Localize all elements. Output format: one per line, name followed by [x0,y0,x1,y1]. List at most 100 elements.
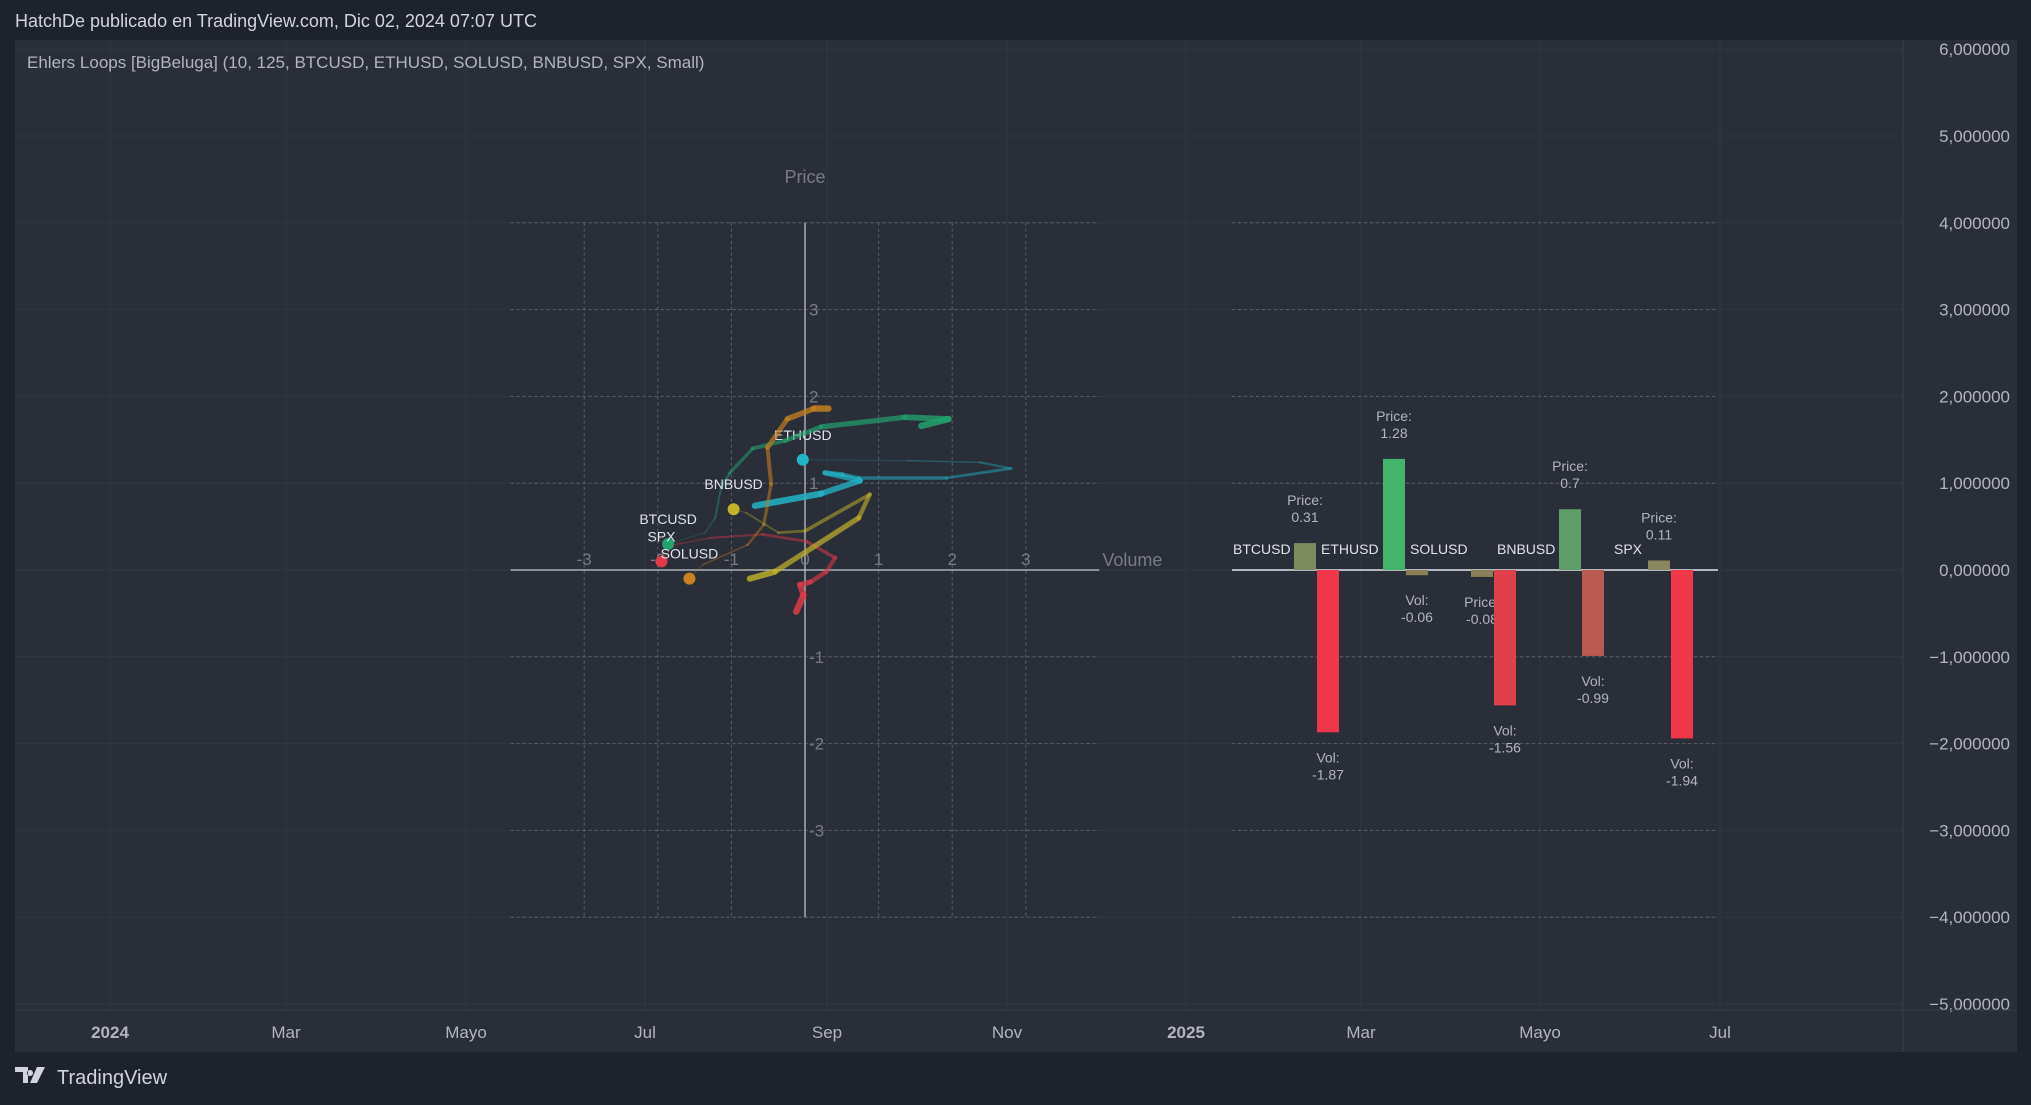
time-axis-label: Mar [1346,1023,1376,1042]
loop-segment-ethusd [802,459,908,462]
loop-segment-btcusd [719,471,732,489]
loop-x-tick: 2 [947,550,956,569]
loop-segment-ethusd [818,477,864,497]
time-axis-label: Jul [1709,1023,1731,1042]
bar-category-label: BTCUSD [1233,541,1291,557]
chart-panel[interactable]: 6,000000 5,000000 4,000000 3,000000 2,000000… [15,40,2017,1052]
loop-y-tick: 1 [809,474,818,493]
chart-canvas[interactable]: 6,000000 5,000000 4,000000 3,000000 2,000000… [15,40,2017,1052]
tradingview-logo-icon[interactable] [15,1066,49,1090]
bar-price-spx[interactable] [1648,560,1670,570]
loop-segment-spx [792,591,807,615]
loop-y-tick: -1 [809,648,824,667]
loop-y-tick: -2 [809,735,824,754]
time-axis-label: Mar [271,1023,301,1042]
publication-info: HatchDe publicado en TradingView.com, Di… [15,11,537,31]
loop-segment-ethusd [906,459,981,464]
loop-segment-btcusd [704,517,717,534]
loop-x-tick: 3 [1021,550,1030,569]
loop-label: BTCUSD [639,511,697,527]
loop-segment-bnbusd [777,529,807,535]
bar-value-caption: Price: [1464,594,1500,610]
loop-label: BNBUSD [704,476,762,492]
loop-segment-btcusd [667,532,706,545]
price-axis-label: 6,000000 [1939,40,2010,59]
loop-y-tick: 2 [809,387,818,406]
indicator-title: Ehlers Loops [BigBeluga] (10, 125, BTCUS… [27,53,704,72]
price-axis-label: −1,000000 [1929,648,2010,667]
loop-head-btcusd[interactable] [662,537,675,550]
loop-segment-solusd [762,482,773,527]
loop-segment-bnbusd [772,515,862,575]
price-axis-label: −2,000000 [1929,735,2010,754]
bar-value-label: 0.31 [1291,509,1318,525]
loop-segment-spx [824,555,838,574]
price-axis-label: 0,000000 [1939,561,2010,580]
bar-value-label: 0.11 [1646,526,1672,542]
bar-vol-spx[interactable] [1671,570,1693,739]
loop-segment-btcusd [714,486,723,520]
bar-vol-solusd[interactable] [1494,570,1516,706]
loop-y-axis-label: Price [784,167,825,187]
bar-vol-bnbusd[interactable] [1582,570,1604,656]
loop-segment-btcusd [818,414,908,430]
bar-price-bnbusd[interactable] [1559,509,1581,570]
bar-value-caption: Price: [1641,509,1677,525]
footer-brand[interactable]: TradingView [57,1066,168,1089]
loop-segment-spx [708,533,764,539]
loop-segment-solusd [765,416,790,451]
bar-category-label: SOLUSD [1410,541,1468,557]
bar-vol-ethusd[interactable] [1406,570,1428,576]
bar-value-caption: Price: [1376,408,1412,424]
loop-segment-btcusd [902,414,952,422]
loop-x-tick: -3 [577,550,592,569]
loop-segment-spx [804,539,837,560]
bar-value-label: -1.94 [1666,772,1698,788]
loop-segment-ethusd [979,461,1013,470]
loop-segment-btcusd [782,424,824,443]
bar-value-caption: Price: [1287,492,1323,508]
footer: TradingView [15,1066,167,1090]
loop-y-tick: -3 [809,821,824,840]
bar-category-label: SPX [1614,541,1643,557]
bar-value-label: 1.28 [1380,425,1407,441]
loop-segment-bnbusd [746,568,778,582]
loop-head-ethusd[interactable] [796,453,809,466]
price-axis-label: −4,000000 [1929,908,2010,927]
bar-value-label: 0.7 [1560,475,1580,491]
bar-value-label: -0.08 [1466,611,1498,627]
time-axis-label: 2025 [1167,1023,1205,1042]
bar-value-label: -1.56 [1489,739,1521,755]
bar-value-caption: Vol: [1316,749,1339,765]
price-axis-label: 1,000000 [1939,474,2010,493]
bar-vol-btcusd[interactable] [1317,570,1339,733]
bar-value-caption: Vol: [1493,722,1516,738]
loop-label: SPX [647,528,676,544]
loop-x-tick: 1 [874,550,883,569]
time-axis-label: Mayo [1519,1023,1561,1042]
bar-value-caption: Vol: [1670,755,1693,771]
loop-segment-btcusd [728,446,755,475]
loop-x-tick: -1 [724,550,739,569]
loop-segment-spx [760,533,808,543]
loop-segment-solusd [746,523,766,547]
bar-value-label: -1.87 [1312,766,1344,782]
loop-segment-solusd [765,445,774,487]
time-axis-label: Jul [634,1023,656,1042]
bar-price-solusd[interactable] [1471,570,1493,577]
loop-x-tick: 0 [800,550,809,569]
loop-head-solusd[interactable] [683,572,696,585]
bar-value-caption: Price: [1552,458,1588,474]
price-axis-label: −5,000000 [1929,995,2010,1014]
loop-segment-spx [673,537,711,546]
loop-head-spx[interactable] [655,555,668,568]
loop-head-bnbusd[interactable] [727,503,740,516]
bar-price-ethusd[interactable] [1383,458,1405,570]
time-axis-label: Nov [992,1023,1023,1042]
bar-value-caption: Vol: [1581,673,1604,689]
loop-segment-ethusd [840,472,861,480]
bar-price-btcusd[interactable] [1294,543,1316,570]
time-axis-label: 2024 [91,1023,129,1042]
bar-value-label: -0.99 [1577,690,1609,706]
loop-segment-spx [807,569,829,585]
